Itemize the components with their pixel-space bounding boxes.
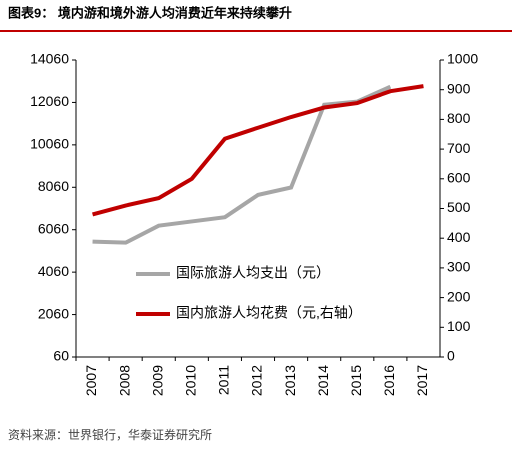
- x-tick-label: 2007: [83, 365, 99, 396]
- legend-label: 国际旅游人均支出（元）: [176, 265, 330, 281]
- y2-tick-label: 600: [447, 170, 471, 186]
- series-line: [92, 84, 392, 245]
- y-tick-label: 4060: [38, 263, 69, 279]
- y-tick-label: 12060: [30, 93, 69, 109]
- y2-tick-label: 400: [447, 229, 471, 245]
- legend-label: 国内旅游人均花费（元,右轴）: [176, 305, 362, 321]
- x-tick-label: 2016: [381, 365, 397, 396]
- x-tick-label: 2008: [116, 365, 132, 396]
- y2-tick-label: 900: [447, 80, 471, 96]
- y-tick-label: 60: [53, 348, 69, 364]
- y2-tick-label: 800: [447, 110, 471, 126]
- x-tick-label: 2011: [216, 365, 232, 395]
- series-line: [92, 84, 424, 217]
- y-tick-label: 14060: [30, 51, 69, 67]
- y-tick-label: 10060: [30, 136, 69, 152]
- x-tick-label: 2010: [183, 365, 199, 396]
- x-tick-label: 2012: [249, 365, 265, 396]
- x-tick-label: 2009: [149, 365, 165, 396]
- x-tick-label: 2017: [414, 365, 430, 396]
- y2-tick-label: 0: [447, 348, 455, 364]
- y-tick-label: 8060: [38, 178, 69, 194]
- chart-title: 图表9： 境内游和境外游人均消费近年来持续攀升: [8, 5, 292, 20]
- y2-tick-label: 500: [447, 199, 471, 215]
- y2-tick-label: 100: [447, 318, 471, 334]
- y-tick-label: 6060: [38, 220, 69, 236]
- x-tick-label: 2014: [315, 365, 331, 396]
- y-tick-label: 2060: [38, 305, 69, 321]
- y2-tick-label: 300: [447, 259, 471, 275]
- x-tick-label: 2015: [348, 365, 364, 396]
- y2-tick-label: 700: [447, 140, 471, 156]
- x-tick-label: 2013: [282, 365, 298, 396]
- y2-tick-label: 200: [447, 288, 471, 304]
- source: 资料来源：世界银行，华泰证券研究所: [8, 427, 212, 442]
- y2-tick-label: 1000: [447, 51, 478, 67]
